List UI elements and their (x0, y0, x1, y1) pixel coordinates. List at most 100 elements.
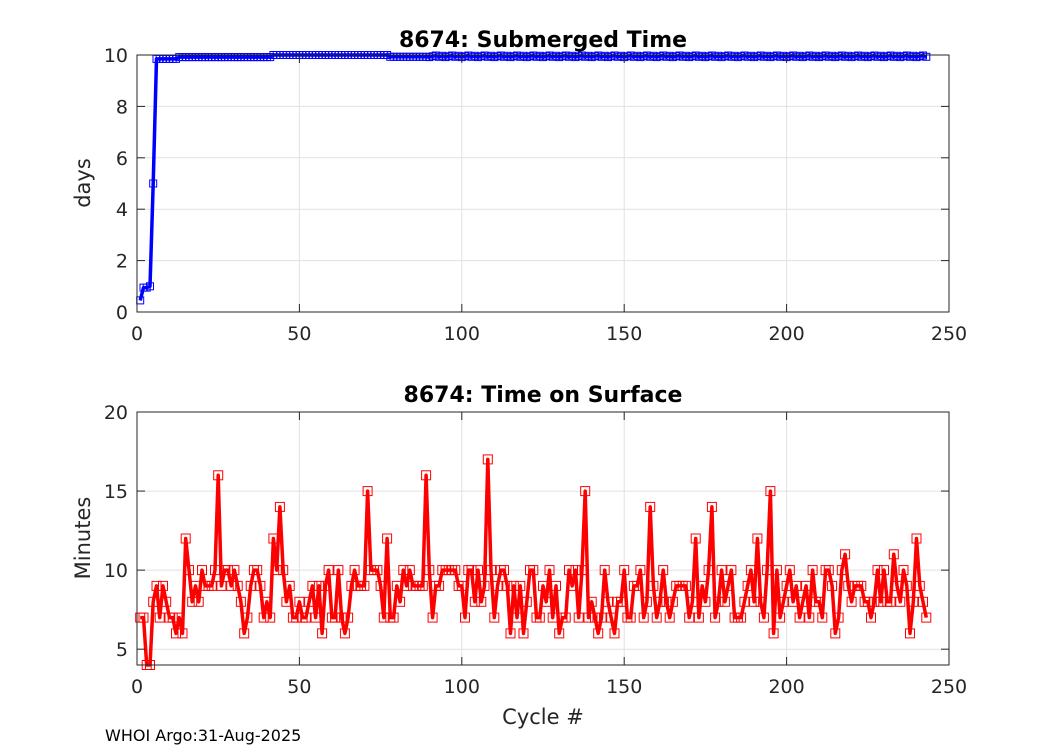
data-point (479, 580, 490, 591)
data-point (651, 612, 662, 623)
data-point (648, 580, 659, 591)
data-point (505, 628, 516, 639)
data-point (151, 580, 162, 591)
data-point (723, 580, 734, 591)
chart-title: 8674: Time on Surface (404, 383, 683, 408)
data-point (645, 501, 656, 512)
data-point (521, 596, 532, 607)
x-axis-label: Cycle # (502, 705, 584, 729)
data-point (551, 580, 561, 591)
y-tick-label: 0 (116, 302, 128, 324)
data-point (174, 612, 185, 623)
data-point (245, 580, 256, 591)
y-tick-label: 15 (104, 481, 128, 503)
data-point (499, 565, 509, 576)
data-point (193, 596, 204, 607)
data-point (638, 612, 649, 623)
data-point (560, 612, 571, 623)
data-point (146, 282, 154, 291)
data-point (807, 565, 818, 576)
data-point (804, 612, 815, 623)
data-point (667, 596, 678, 607)
data-point (872, 565, 883, 576)
data-point (330, 612, 341, 623)
data-point (149, 179, 158, 188)
data-point (862, 596, 873, 607)
data-point (197, 565, 207, 576)
data-point (274, 501, 285, 512)
data-point (349, 565, 360, 576)
data-point (661, 596, 672, 607)
data-point (222, 565, 233, 576)
data-point (762, 565, 773, 576)
data-point (226, 580, 237, 591)
data-point (492, 580, 503, 591)
data-point (362, 486, 373, 497)
surface-time-panel: 0 50 100 150 200 250 5 10 15 20 8674: Time on Sur… (71, 383, 967, 729)
data-point (693, 612, 704, 623)
data-point (271, 565, 282, 576)
data-point (908, 596, 919, 607)
data-point (239, 628, 250, 639)
data-point (486, 565, 496, 576)
data-point (713, 596, 724, 607)
data-point (752, 533, 763, 544)
data-point (216, 580, 227, 591)
data-point (706, 501, 717, 512)
data-point (148, 596, 159, 607)
data-point (888, 549, 899, 560)
data-point (911, 533, 922, 544)
data-point (404, 565, 415, 576)
x-tick-label: 250 (931, 323, 967, 345)
data-point (609, 628, 620, 639)
data-point (388, 612, 399, 623)
y-tick-label: 10 (104, 560, 128, 582)
chart-title: 8674: Submerged Time (399, 28, 687, 53)
axes-box (136, 54, 950, 313)
data-point (619, 565, 630, 576)
x-tick-label: 150 (606, 323, 642, 345)
data-point (771, 565, 782, 576)
data-point (833, 612, 844, 623)
data-point (846, 596, 857, 607)
data-point (534, 612, 545, 623)
data-point (184, 565, 194, 576)
x-tick-label: 50 (287, 323, 311, 345)
data-point (905, 628, 915, 639)
data-point (885, 596, 896, 607)
data-point (599, 565, 610, 576)
data-point (898, 565, 909, 576)
data-point (596, 612, 607, 623)
plot-area (137, 55, 949, 312)
data-point (895, 596, 906, 607)
data-point (284, 580, 295, 591)
data-point (482, 454, 493, 465)
data-point (359, 580, 370, 591)
data-point (700, 596, 711, 607)
data-point (450, 565, 461, 576)
data-point (564, 565, 574, 576)
x-tick-label: 100 (444, 676, 480, 698)
data-point (641, 596, 652, 607)
data-point (213, 470, 224, 481)
y-tick-label: 6 (116, 148, 128, 170)
data-point (544, 565, 555, 576)
data-point (583, 612, 594, 623)
data-point (313, 580, 324, 591)
data-point (343, 612, 354, 623)
data-point (755, 596, 766, 607)
data-point (167, 612, 178, 623)
data-point (797, 596, 808, 607)
data-point (664, 612, 675, 623)
data-point (716, 565, 727, 576)
data-point (703, 565, 714, 576)
data-point (791, 580, 802, 591)
y-axis-label: days (71, 158, 95, 208)
data-point (654, 596, 665, 607)
data-point (541, 596, 552, 607)
data-point (339, 628, 350, 639)
data-point (570, 565, 581, 576)
data-point (158, 580, 168, 591)
ticks: 0 50 100 150 200 250 0 2 4 6 8 10 (104, 45, 967, 345)
data-point (401, 580, 412, 591)
